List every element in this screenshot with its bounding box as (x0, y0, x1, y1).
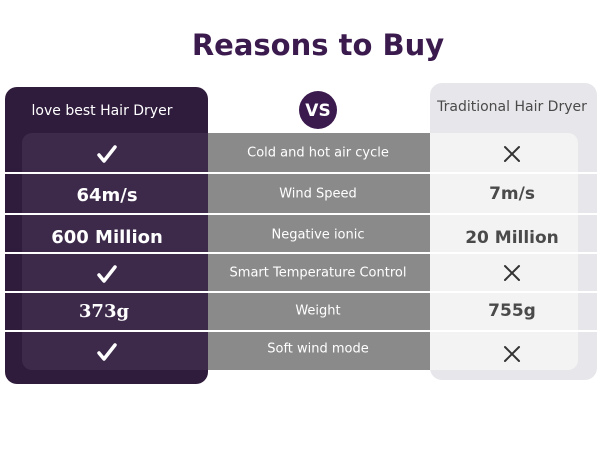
right-header: Traditional Hair Dryer (436, 99, 587, 115)
feature: Wind Speed (279, 187, 357, 202)
vs-badge (299, 91, 337, 129)
check-icons (97, 145, 117, 361)
left-value: 64m/s (76, 185, 137, 206)
left-inner (22, 133, 222, 370)
middle-band (208, 133, 430, 370)
right-inner (420, 133, 578, 370)
right-value: 7m/s (489, 184, 535, 204)
left-value: 373g (79, 301, 130, 322)
row-dividers (0, 172, 600, 332)
cross-icons (504, 146, 520, 362)
feature: Soft wind mode (267, 342, 369, 357)
feature: Negative ionic (271, 228, 364, 243)
right-value: 20 Million (465, 228, 559, 248)
feature: Cold and hot air cycle (247, 146, 389, 161)
feature: Weight (295, 304, 340, 319)
left-header: love best Hair Dryer (32, 103, 173, 119)
right-value: 755g (488, 301, 536, 321)
feature: Smart Temperature Control (230, 266, 407, 281)
vs-label: VS (305, 101, 330, 121)
title: Reasons to Buy (192, 28, 444, 62)
left-value: 600 Million (51, 227, 163, 248)
